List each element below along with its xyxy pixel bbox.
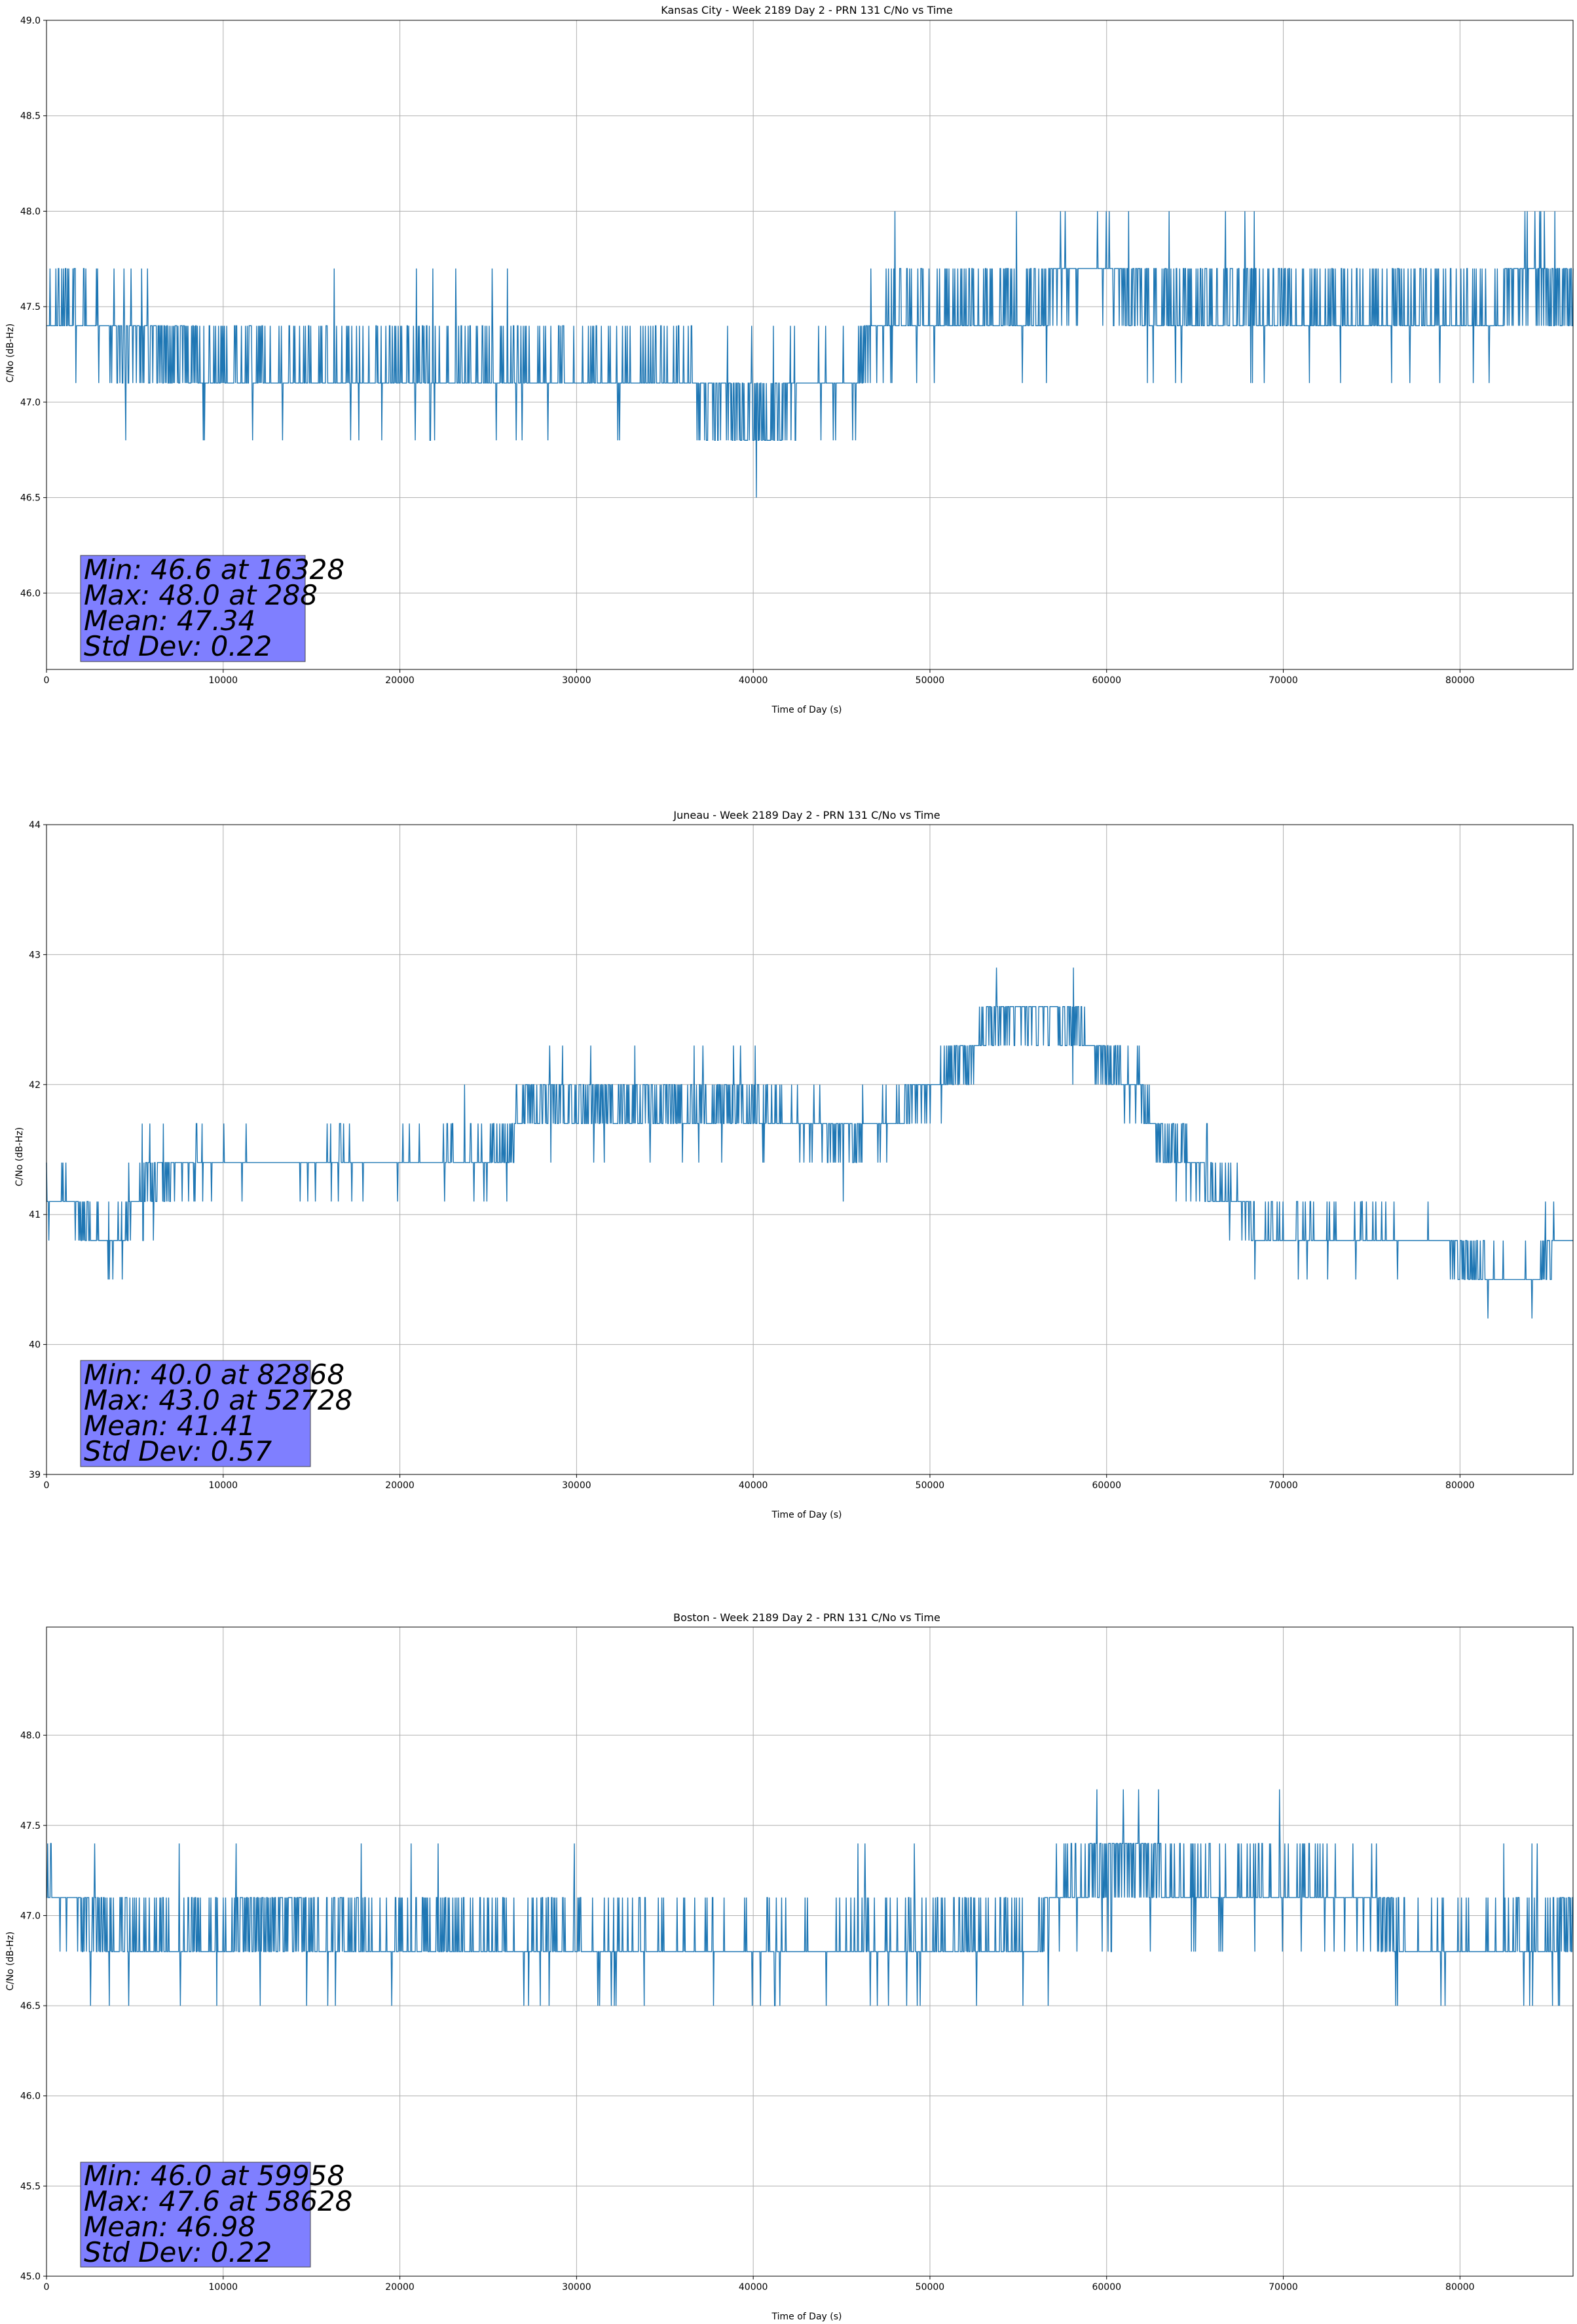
stat-mean: Mean: 46.98 bbox=[84, 2211, 255, 2243]
x-tick-label: 20000 bbox=[385, 675, 415, 686]
stats-box: Min: 40.0 at 82868 Max: 43.0 at 52728 Me… bbox=[80, 1359, 352, 1467]
x-tick-label: 30000 bbox=[562, 1480, 591, 1491]
x-tick-label: 60000 bbox=[1092, 1480, 1121, 1491]
y-axis-label: C/No (dB-Hz) bbox=[14, 1127, 25, 1186]
x-tick-label: 40000 bbox=[739, 2282, 768, 2293]
stat-mean: Mean: 47.34 bbox=[84, 605, 255, 637]
y-tick-label: 47.5 bbox=[20, 302, 41, 312]
x-tick-label: 80000 bbox=[1445, 1480, 1475, 1491]
stats-box-background bbox=[80, 555, 306, 662]
x-tick-label: 10000 bbox=[209, 1480, 238, 1491]
y-tick-label: 47.0 bbox=[20, 1911, 41, 1921]
y-tick-label: 40 bbox=[29, 1340, 41, 1351]
chart-title: Boston - Week 2189 Day 2 - PRN 131 C/No … bbox=[673, 1611, 940, 1624]
axis-ticks: 0 10000 20000 30000 40000 50000 60000 70000 8000… bbox=[20, 16, 1475, 686]
stat-max: Max: 48.0 at 288 bbox=[84, 579, 318, 611]
x-tick-label: 50000 bbox=[916, 675, 945, 686]
y-tick-label: 46.5 bbox=[20, 493, 41, 504]
x-tick-label: 70000 bbox=[1269, 2282, 1298, 2293]
stat-min: Min: 46.0 at 59958 bbox=[84, 2160, 344, 2192]
cno-series-line bbox=[46, 967, 1573, 1319]
y-tick-label: 44 bbox=[29, 820, 41, 831]
y-tick-label: 41 bbox=[29, 1210, 41, 1220]
x-tick-label: 30000 bbox=[562, 2282, 591, 2293]
y-tick-label: 47.0 bbox=[20, 398, 41, 408]
stat-min: Min: 46.6 at 16328 bbox=[84, 553, 344, 586]
y-tick-label: 39 bbox=[29, 1470, 41, 1480]
chart-boston: Boston - Week 2189 Day 2 - PRN 131 C/No … bbox=[5, 1611, 1574, 2322]
stat-max: Max: 43.0 at 52728 bbox=[84, 1384, 352, 1416]
plot-frame bbox=[46, 20, 1574, 670]
y-tick-label: 46.0 bbox=[20, 2091, 41, 2102]
x-tick-label: 10000 bbox=[209, 675, 238, 686]
x-tick-label: 20000 bbox=[385, 2282, 415, 2293]
y-tick-label: 49.0 bbox=[20, 16, 41, 26]
stats-box: Min: 46.0 at 59958 Max: 47.6 at 58628 Me… bbox=[80, 2160, 352, 2268]
y-tick-label: 45.5 bbox=[20, 2181, 41, 2192]
x-axis-label: Time of Day (s) bbox=[771, 705, 842, 715]
chart-juneau: Juneau - Week 2189 Day 2 - PRN 131 C/No … bbox=[14, 809, 1574, 1520]
x-tick-label: 50000 bbox=[916, 1480, 945, 1491]
x-tick-label: 40000 bbox=[739, 675, 768, 686]
plot-frame bbox=[46, 824, 1574, 1475]
x-tick-label: 60000 bbox=[1092, 675, 1121, 686]
x-tick-label: 80000 bbox=[1445, 675, 1475, 686]
y-axis-label: C/No (dB-Hz) bbox=[5, 1932, 16, 1991]
y-tick-label: 47.5 bbox=[20, 1821, 41, 1831]
stat-max: Max: 47.6 at 58628 bbox=[84, 2185, 352, 2217]
plot-frame bbox=[46, 1626, 1574, 2277]
cno-series-line bbox=[46, 1789, 1573, 2006]
y-axis-label: C/No (dB-Hz) bbox=[5, 324, 16, 383]
stats-box: Min: 46.6 at 16328 Max: 48.0 at 288 Mean… bbox=[80, 553, 344, 662]
x-tick-label: 0 bbox=[44, 675, 50, 686]
cno-series-line bbox=[46, 211, 1574, 498]
chart-title: Kansas City - Week 2189 Day 2 - PRN 131 … bbox=[661, 4, 952, 16]
data-series bbox=[46, 211, 1574, 498]
x-tick-label: 50000 bbox=[916, 2282, 945, 2293]
stats-box-background bbox=[80, 2162, 311, 2268]
data-series bbox=[46, 967, 1573, 1319]
x-tick-label: 0 bbox=[44, 2282, 50, 2293]
stat-std-dev: Std Dev: 0.22 bbox=[84, 630, 272, 662]
x-tick-label: 40000 bbox=[739, 1480, 768, 1491]
x-axis-label: Time of Day (s) bbox=[771, 1510, 842, 1520]
chart-title: Juneau - Week 2189 Day 2 - PRN 131 C/No … bbox=[673, 809, 940, 821]
y-tick-label: 42 bbox=[29, 1080, 41, 1091]
chart-kansas-city: Kansas City - Week 2189 Day 2 - PRN 131 … bbox=[5, 4, 1574, 715]
stat-std-dev: Std Dev: 0.57 bbox=[84, 1435, 272, 1467]
x-tick-label: 20000 bbox=[385, 1480, 415, 1491]
stats-box-background bbox=[80, 1360, 311, 1467]
y-tick-label: 48.5 bbox=[20, 111, 41, 122]
y-tick-label: 43 bbox=[29, 950, 41, 960]
x-tick-label: 10000 bbox=[209, 2282, 238, 2293]
data-series bbox=[46, 1789, 1573, 2006]
x-tick-label: 80000 bbox=[1445, 2282, 1475, 2293]
y-tick-label: 45.0 bbox=[20, 2272, 41, 2282]
x-tick-label: 70000 bbox=[1269, 675, 1298, 686]
y-tick-label: 46.5 bbox=[20, 2001, 41, 2012]
axis-ticks: 0 10000 20000 30000 40000 50000 60000 70000 8000… bbox=[20, 1731, 1475, 2293]
y-tick-label: 48.0 bbox=[20, 206, 41, 217]
x-axis-label: Time of Day (s) bbox=[771, 2312, 842, 2322]
x-tick-label: 60000 bbox=[1092, 2282, 1121, 2293]
x-tick-label: 0 bbox=[44, 1480, 50, 1491]
stat-std-dev: Std Dev: 0.22 bbox=[84, 2236, 272, 2268]
axis-ticks: 0 10000 20000 30000 40000 50000 60000 70000 8000… bbox=[29, 820, 1474, 1491]
y-tick-label: 46.0 bbox=[20, 588, 41, 599]
x-tick-label: 70000 bbox=[1269, 1480, 1298, 1491]
stat-min: Min: 40.0 at 82868 bbox=[84, 1359, 344, 1391]
x-tick-label: 30000 bbox=[562, 675, 591, 686]
y-tick-label: 48.0 bbox=[20, 1731, 41, 1741]
stat-mean: Mean: 41.41 bbox=[84, 1410, 255, 1442]
